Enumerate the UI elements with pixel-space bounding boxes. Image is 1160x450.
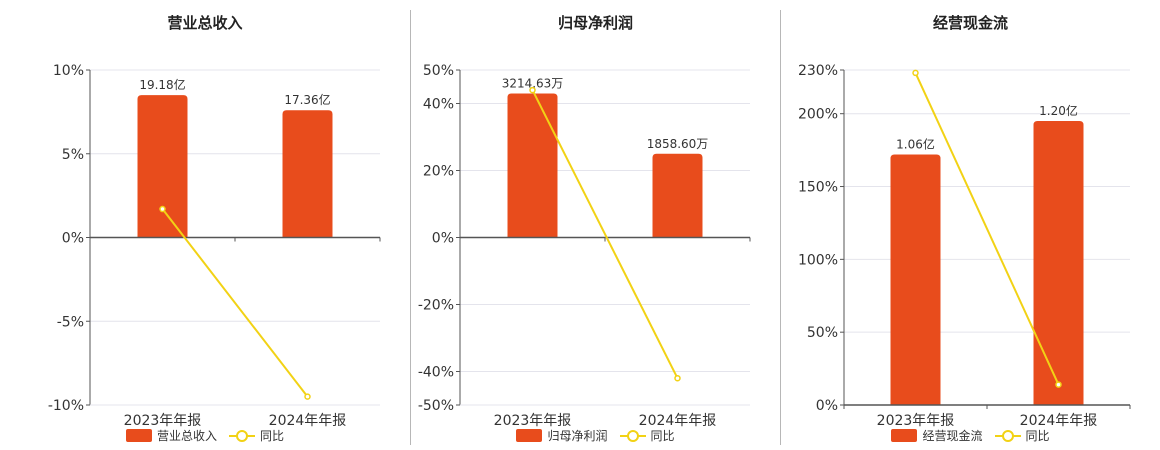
legend-line-swatch	[619, 429, 646, 442]
chart-title: 经营现金流	[932, 14, 1008, 32]
legend-label: 经营现金流	[922, 429, 983, 443]
y-tick-label: 10%	[53, 63, 84, 79]
legend-bar-swatch	[891, 429, 918, 442]
y-tick-label: 50%	[807, 325, 838, 341]
chart-panel-2: 归母净利润 50% 40% 20% 0% -20% -40% -50% 3214.63万 185…	[411, 0, 780, 450]
x-tick-label: 2024年年报	[1020, 413, 1098, 429]
legend-item-bar[interactable]: 经营现金流	[891, 427, 983, 444]
y-tick-label: -10%	[48, 398, 84, 414]
panel-divider	[410, 10, 411, 445]
bar-data-label: 1.20亿	[1039, 103, 1078, 118]
chart-panel-3: 经营现金流 230% 200% 150% 100% 50% 0% 1.06亿 1.20亿 202…	[781, 0, 1160, 450]
legend-item-bar[interactable]: 归母净利润	[516, 427, 608, 444]
x-tick-label: 2023年年报	[494, 413, 572, 429]
chart-title: 归母净利润	[557, 14, 633, 32]
x-tick-label: 2024年年报	[639, 413, 717, 429]
y-tick-label: 40%	[423, 97, 454, 113]
legend-item-line[interactable]: 同比	[619, 427, 675, 444]
bar	[1033, 120, 1084, 405]
line-point	[1055, 381, 1062, 388]
chart-plot: 50% 40% 20% 0% -20% -40% -50% 3214.63万 1858.60万 2…	[418, 63, 751, 429]
y-tick-label: -20%	[418, 298, 454, 314]
legend-line-swatch	[994, 429, 1021, 442]
x-tick-label: 2023年年报	[124, 413, 202, 429]
y-tick-label: -50%	[418, 398, 454, 414]
legend-label: 归母净利润	[547, 429, 608, 443]
bar	[507, 93, 558, 238]
y-tick-label: -40%	[418, 365, 454, 381]
chart-plot: 230% 200% 150% 100% 50% 0% 1.06亿 1.20亿 2023年年报 20…	[798, 63, 1131, 429]
y-tick-label: 0%	[62, 231, 84, 247]
line-series	[531, 89, 679, 379]
chart-legend: 经营现金流 同比	[781, 427, 1160, 444]
line-series	[914, 72, 1060, 386]
y-tick-label: 200%	[798, 107, 838, 123]
line-point	[674, 374, 681, 382]
bar-data-label: 1858.60万	[647, 137, 709, 151]
y-tick-label: 230%	[798, 63, 838, 79]
chart-panel-1: 营业总收入 10% 5% 0% -5% -10% 19.18亿 17.36亿 2023年年报 2…	[0, 0, 410, 450]
legend-label: 同比	[1025, 429, 1050, 443]
bar	[282, 110, 333, 238]
panel-divider	[780, 10, 781, 445]
y-tick-label: 0%	[432, 231, 454, 247]
bar-data-label: 1.06亿	[896, 136, 935, 151]
y-tick-label: 0%	[816, 398, 838, 414]
legend-bar-swatch	[516, 429, 543, 442]
bar-data-label: 3214.63万	[502, 76, 564, 90]
legend-label: 同比	[260, 429, 285, 443]
bar-data-label: 19.18亿	[139, 77, 185, 92]
line-point	[529, 86, 536, 94]
y-tick-label: 150%	[798, 180, 838, 196]
line-point	[304, 393, 311, 400]
x-tick-label: 2024年年报	[269, 413, 347, 429]
bar	[137, 95, 188, 238]
y-tick-label: 5%	[62, 147, 84, 163]
legend-line-swatch	[229, 429, 255, 442]
legend-bar-swatch	[125, 429, 152, 442]
legend-label: 营业总收入	[156, 429, 217, 443]
legend-item-line[interactable]: 同比	[994, 427, 1050, 444]
x-tick-label: 2023年年报	[877, 413, 955, 429]
chart-legend: 归母净利润 同比	[411, 427, 780, 444]
bar	[652, 153, 703, 238]
legend-label: 同比	[650, 429, 675, 443]
line-point	[159, 205, 166, 213]
bar-data-label: 17.36亿	[284, 92, 330, 107]
chart-plot: 10% 5% 0% -5% -10% 19.18亿 17.36亿 2023年年报 2024年年报	[48, 63, 381, 429]
chart-title: 营业总收入	[167, 14, 243, 32]
bar	[890, 154, 941, 405]
y-tick-label: 20%	[423, 164, 454, 180]
y-tick-label: 50%	[423, 63, 454, 79]
line-series	[161, 208, 309, 398]
legend-item-line[interactable]: 同比	[229, 427, 284, 444]
y-tick-label: 100%	[798, 252, 838, 268]
line-point	[912, 69, 919, 77]
legend-item-bar[interactable]: 营业总收入	[125, 427, 217, 444]
chart-legend: 营业总收入 同比	[0, 427, 410, 444]
y-tick-label: -5%	[57, 314, 84, 330]
